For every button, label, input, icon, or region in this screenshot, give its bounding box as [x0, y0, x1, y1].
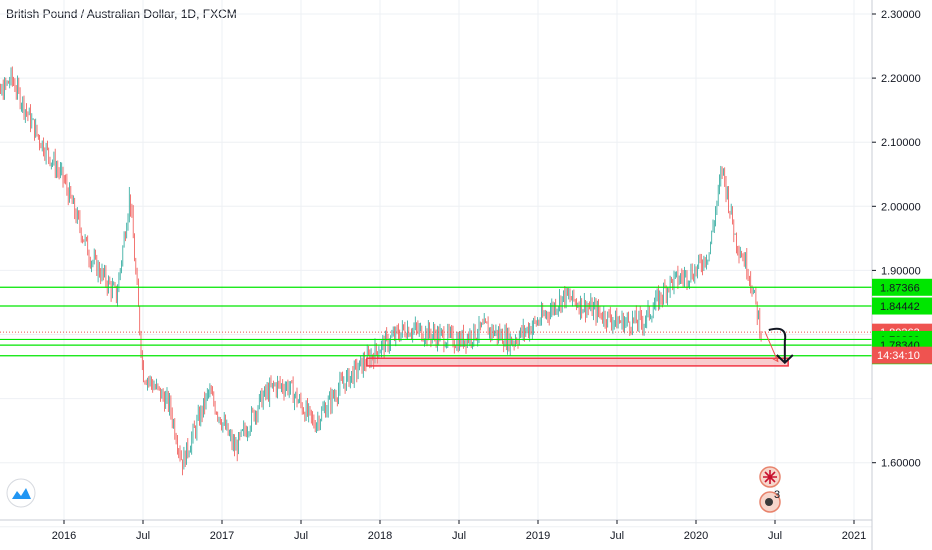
y-tick-label: 1.90000	[881, 265, 921, 277]
x-tick-label: Jul	[136, 530, 150, 542]
support-zone	[366, 357, 789, 367]
x-tick-label: 2019	[526, 530, 550, 542]
y-tick-label: 2.30000	[881, 9, 921, 21]
x-tick-label: 2021	[842, 530, 866, 542]
projection-line	[764, 331, 779, 362]
x-tick-label: 2016	[52, 530, 76, 542]
projection-arrowhead	[772, 356, 779, 363]
curved-arrow	[768, 327, 787, 362]
y-tick-label: 1.60000	[881, 458, 921, 470]
countdown-tag	[872, 346, 932, 364]
y-tick-label: 2.20000	[881, 73, 921, 85]
x-tick-label: 2020	[684, 530, 708, 542]
logo-icon-mark	[12, 488, 31, 499]
level-tag-label: 1.84442	[880, 301, 920, 313]
logo-icon	[6, 478, 36, 508]
level-tag-label: 1.87366	[880, 282, 920, 294]
x-tick-label: Jul	[452, 530, 466, 542]
x-tick-label: 2017	[210, 530, 234, 542]
event-icon-dot	[765, 498, 773, 506]
x-tick-label: Jul	[610, 530, 624, 542]
countdown-label: 14:34:10	[877, 350, 920, 362]
x-tick-label: Jul	[768, 530, 782, 542]
x-tick-label: Jul	[294, 530, 308, 542]
y-tick-label: 2.00000	[881, 201, 921, 213]
y-tick-label: 2.10000	[881, 137, 921, 149]
level-tag	[872, 278, 932, 296]
candles	[0, 66, 762, 476]
x-tick-label: 2018	[368, 530, 392, 542]
event-count-label: 3	[774, 489, 780, 501]
flag-icon-cross	[763, 470, 777, 484]
level-tag	[872, 297, 932, 315]
curved-arrowhead	[776, 354, 794, 365]
